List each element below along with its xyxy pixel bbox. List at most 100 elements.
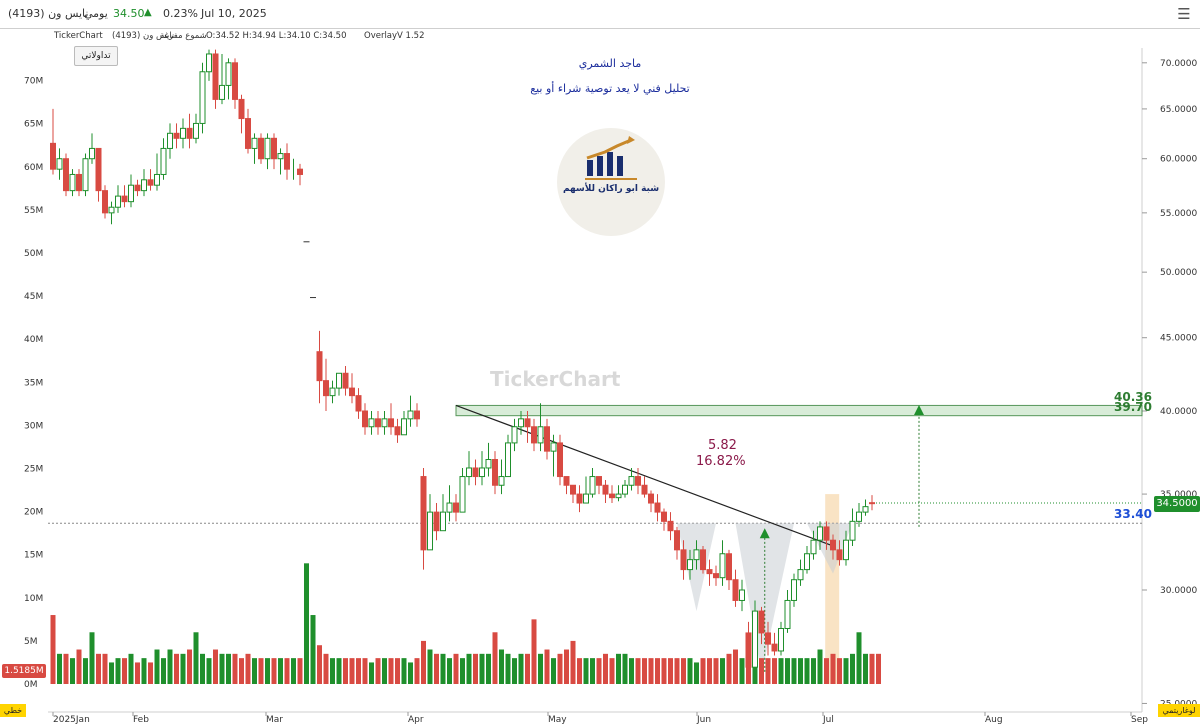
up-arrow-icon: ▲ xyxy=(144,7,152,18)
volume-bar xyxy=(440,653,446,684)
candle-body xyxy=(297,168,303,175)
candle-body xyxy=(95,147,102,192)
volume-bar xyxy=(174,653,179,684)
candle-body xyxy=(355,395,362,412)
volume-bar xyxy=(479,653,485,684)
volume-badge: 1.5185M xyxy=(2,664,46,678)
candle-body xyxy=(700,549,706,571)
volume-bar xyxy=(603,653,608,684)
volume-bar xyxy=(50,615,56,684)
volume-tick-label: 30M xyxy=(24,421,43,431)
volume-tick-label: 10M xyxy=(24,594,43,604)
volume-bar xyxy=(759,658,764,684)
candle-body xyxy=(524,418,531,428)
volume-bar xyxy=(583,658,589,684)
volume-bar xyxy=(590,658,595,684)
volume-bar xyxy=(161,658,166,684)
volume-bar xyxy=(525,653,530,684)
hamburger-icon[interactable]: ☰ xyxy=(1177,5,1191,23)
volume-bar xyxy=(876,653,881,684)
volume-bar xyxy=(278,658,283,684)
period-label[interactable]: يومي xyxy=(84,7,108,20)
candle-body xyxy=(121,195,128,203)
candle-body xyxy=(134,184,141,192)
candle-body xyxy=(687,559,693,571)
linear-scale-button[interactable]: خطي xyxy=(0,704,26,717)
price-tick-label: 30.0000 xyxy=(1160,586,1197,596)
volume-bar xyxy=(694,662,699,684)
candle-body xyxy=(544,426,550,452)
volume-bar xyxy=(310,615,316,684)
volume-tick-label: 70M xyxy=(24,77,43,87)
candle-body xyxy=(661,511,667,522)
candle-body xyxy=(531,426,537,444)
candle-body xyxy=(622,484,628,495)
candle-body xyxy=(830,539,836,551)
price-tick-label: 45.0000 xyxy=(1160,334,1197,344)
candle-body xyxy=(394,426,401,436)
volume-bar xyxy=(252,658,257,684)
candle-body xyxy=(329,387,336,397)
candle-body xyxy=(193,122,199,139)
candle-body xyxy=(732,579,739,601)
candle-body xyxy=(856,511,862,522)
candle-body xyxy=(862,506,869,513)
candle-body xyxy=(173,132,180,139)
my-trades-button[interactable]: تداولاتي xyxy=(74,46,118,66)
volume-tick-label: 40M xyxy=(24,335,43,345)
volume-bar xyxy=(434,653,439,684)
volume-bar xyxy=(609,658,615,684)
volume-bar xyxy=(102,653,108,684)
time-tick-label: Aug xyxy=(985,715,1003,725)
candle-body xyxy=(440,511,446,532)
volume-bar xyxy=(109,662,114,684)
candle-body xyxy=(102,190,108,214)
time-tick-label: Apr xyxy=(408,715,424,725)
volume-bar xyxy=(167,649,173,684)
volume-bar xyxy=(213,649,218,684)
ohlc-readout: O:34.52 H:34.94 L:34.10 C:34.50 xyxy=(206,31,347,41)
info-bar: TickerChart نايس ون (4193) شموع مفرغة O:… xyxy=(0,29,1200,45)
candle-body xyxy=(654,502,661,513)
volume-bar xyxy=(707,658,712,684)
volume-bar xyxy=(817,649,823,684)
candle-body xyxy=(641,484,648,495)
volume-bar xyxy=(239,658,244,684)
candle-body xyxy=(739,589,745,601)
symbol-name[interactable]: نايس ون (4193) xyxy=(8,7,89,20)
volume-bar xyxy=(869,653,875,684)
candle-body xyxy=(362,410,368,428)
candle-body xyxy=(128,184,134,203)
log-scale-button[interactable]: لوغاريتمي xyxy=(1158,704,1200,717)
volume-bar xyxy=(850,653,855,684)
volume-bar xyxy=(226,653,231,684)
volume-tick-label: 20M xyxy=(24,508,43,518)
volume-bar xyxy=(128,653,134,684)
price-tick-label: 65.0000 xyxy=(1160,105,1197,115)
chart-type-label[interactable]: شموع مفرغة xyxy=(160,31,207,41)
candle-body xyxy=(602,484,609,495)
candle-body xyxy=(407,410,414,420)
volume-bar xyxy=(629,658,634,684)
time-tick-label: Jun xyxy=(696,715,711,725)
candle-body xyxy=(199,71,206,124)
volume-bar xyxy=(70,658,75,684)
volume-bar xyxy=(349,658,355,684)
candle-body xyxy=(368,418,375,428)
volume-bar xyxy=(473,653,478,684)
volume-bar xyxy=(661,658,667,684)
candle-body xyxy=(797,569,804,581)
volume-bar xyxy=(297,658,303,684)
candle-body xyxy=(115,195,121,208)
logo-chart-icon xyxy=(585,136,637,180)
last-price: 34.50 xyxy=(113,7,145,20)
candle-body xyxy=(479,467,485,478)
volume-tick-label: 45M xyxy=(24,292,43,302)
time-tick-label: Feb xyxy=(133,715,149,725)
volume-bar xyxy=(635,658,641,684)
candle-body xyxy=(498,476,505,486)
candle-body xyxy=(745,632,752,668)
candle-body xyxy=(219,84,225,100)
volume-bar xyxy=(648,658,654,684)
